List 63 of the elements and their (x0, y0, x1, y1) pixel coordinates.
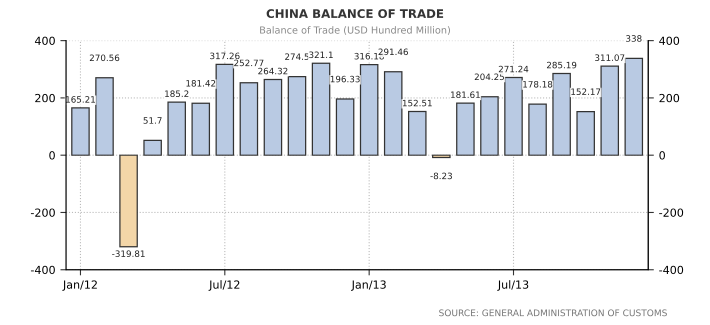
bar (480, 96, 499, 156)
data-label: 311.07 (595, 54, 624, 61)
bar (264, 78, 282, 156)
data-label: 252.77 (234, 60, 264, 66)
y-tick-label: -400 (30, 266, 55, 274)
bar (143, 140, 162, 156)
data-label: 321.1 (309, 51, 333, 58)
y-tick-label: 400 (34, 36, 55, 46)
source-note: SOURCE: GENERAL ADMINISTRATION OF CUSTOMS (439, 309, 667, 316)
data-label: 285.19 (546, 62, 576, 68)
bar (624, 58, 644, 156)
data-label: 274.5 (285, 53, 309, 60)
data-label: 271.24 (498, 66, 528, 72)
bar (576, 110, 595, 156)
bar (191, 102, 210, 156)
y-tick-label: 200 (35, 94, 55, 102)
y2-tick-label: 0 (659, 151, 665, 160)
y2-tick-label: -400 (659, 266, 684, 274)
bar (216, 64, 234, 156)
bar (504, 76, 523, 156)
bar (384, 71, 403, 156)
x-tick-label: Jul/12 (208, 280, 240, 291)
data-label: 181.61 (451, 91, 480, 98)
bar (552, 72, 571, 156)
data-label: 204.25 (474, 73, 504, 80)
data-label: 270.56 (90, 54, 120, 62)
bar (336, 98, 354, 156)
y-tick-label: 0 (49, 151, 55, 160)
data-label: 264.32 (258, 68, 288, 74)
bar (600, 65, 620, 156)
bar (528, 104, 547, 156)
data-label: -319.81 (112, 250, 145, 257)
data-label: 51.7 (144, 117, 162, 124)
data-label: 181.42 (186, 80, 216, 87)
bar (360, 64, 378, 156)
data-label: 152.17 (571, 88, 600, 96)
bar (408, 110, 427, 156)
bar (240, 82, 258, 156)
bar (119, 154, 138, 248)
y-tick-label: -200 (30, 208, 55, 217)
data-label: 178.18 (523, 80, 552, 88)
data-label: 317.26 (210, 52, 240, 60)
x-tick-label: Jan/13 (351, 280, 386, 291)
data-label: -8.23 (430, 172, 452, 180)
chart-subtitle: Balance of Trade (USD Hundred Million) (260, 26, 450, 35)
data-label: 165.21 (66, 96, 95, 103)
x-tick-label: Jul/13 (497, 280, 528, 291)
y2-tick-label: 400 (659, 36, 680, 46)
data-label: 196.33 (330, 76, 360, 82)
bar (432, 154, 451, 158)
bar (71, 107, 90, 156)
bar (167, 102, 186, 156)
data-label: 185.2 (165, 90, 188, 98)
bar (456, 102, 475, 156)
bar (312, 62, 330, 156)
data-label: 338 (626, 35, 642, 42)
bar (95, 77, 114, 156)
y2-tick-label: -200 (659, 208, 684, 217)
y2-tick-label: 200 (659, 94, 680, 102)
x-tick-label: Jan/12 (62, 280, 97, 291)
data-label: 152.51 (402, 100, 432, 106)
bar (288, 76, 306, 156)
chart-title: CHINA BALANCE OF TRADE (266, 9, 444, 18)
